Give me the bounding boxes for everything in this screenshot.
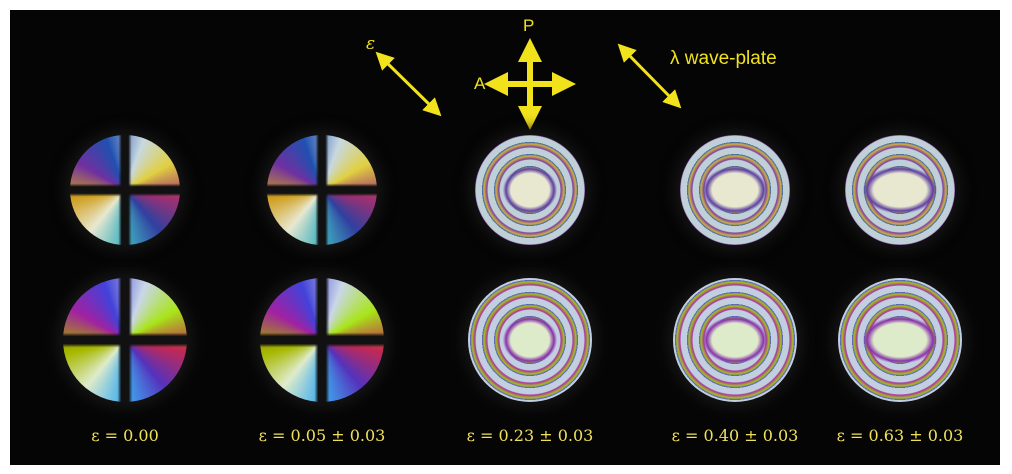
micrograph xyxy=(260,278,384,402)
micrograph xyxy=(63,278,187,402)
micrograph xyxy=(475,135,585,245)
strain-label: ε xyxy=(366,34,375,54)
waveplate-arrow xyxy=(624,50,675,102)
strain-caption: ε = 0.00 xyxy=(35,426,215,445)
micrograph xyxy=(468,278,592,402)
strain-caption: ε = 0.05 ± 0.03 xyxy=(232,426,412,445)
waveplate-label: λ wave-plate xyxy=(670,48,777,70)
figure-panel: ε P A λ wave-plate ε = 0.00 ε = 0.05 ± 0.… xyxy=(10,10,1000,465)
micrograph xyxy=(673,278,797,402)
strain-caption: ε = 0.40 ± 0.03 xyxy=(645,426,825,445)
analyzer-label: A xyxy=(474,74,485,94)
strain-caption: ε = 0.63 ± 0.03 xyxy=(810,426,990,445)
micrograph xyxy=(845,135,955,245)
micrograph xyxy=(267,135,377,245)
polarizer-label: P xyxy=(523,16,534,36)
strain-arrow xyxy=(382,58,435,110)
micrograph xyxy=(70,135,180,245)
micrograph xyxy=(838,278,962,402)
micrograph xyxy=(680,135,790,245)
page: ε P A λ wave-plate ε = 0.00 ε = 0.05 ± 0.… xyxy=(0,0,1012,474)
strain-caption: ε = 0.23 ± 0.03 xyxy=(440,426,620,445)
